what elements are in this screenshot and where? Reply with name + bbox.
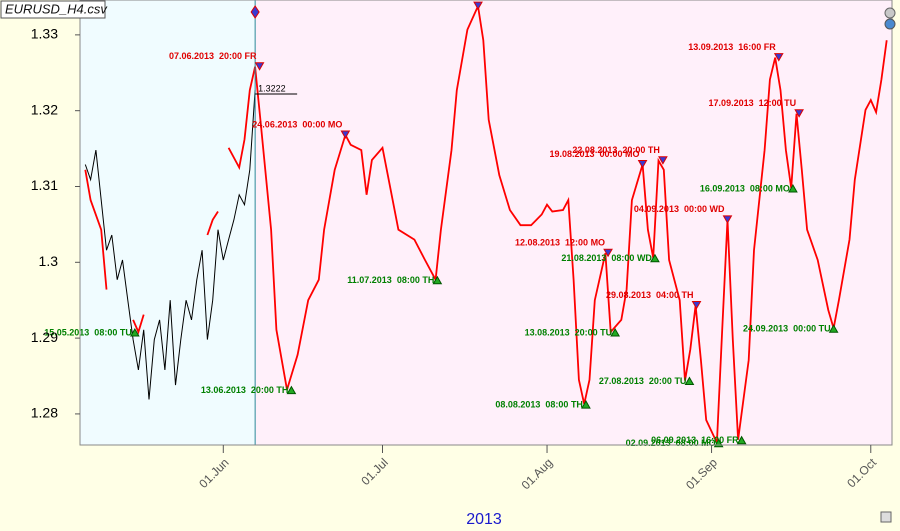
trough-label: 16.09.2013 08:00 MO [700,183,790,193]
peak-label: 13.09.2013 16:00 FR [688,42,776,52]
trough-label: 08.08.2013 08:00 TH [495,399,583,409]
x-axis-label: 2013 [466,511,502,528]
trough-marker [684,376,695,386]
trough-label: 11.07.2013 08:00 TH [347,275,434,285]
plot-border [79,0,893,446]
peak-marker [340,130,351,139]
trough-marker [788,183,798,193]
peak-label: 12.08.2013 12:00 MO [515,238,605,248]
trough-label: 02.09.2013 08:00 MO [626,438,716,448]
peak-label: 22.08.2013 20:00 TH [572,145,660,155]
y-tick-label: 1.3 [39,253,59,269]
peak-marker [637,160,648,169]
peak-label: 19.08.2013 00:00 MO [549,149,639,159]
trough-label: 27.08.2013 20:00 TU [599,376,687,386]
trough-marker [581,400,591,409]
peak-marker [658,156,668,165]
trough-marker [650,253,660,263]
globe-icon[interactable] [884,18,896,30]
peak-marker [691,301,702,310]
trough-label: 15.05.2013 08:00 TU [44,327,132,337]
y-tick-label: 1.29 [31,329,58,345]
resize-icon[interactable] [880,511,892,523]
trough-marker [736,435,747,445]
trough-marker [828,324,839,333]
peak-label: 04.09.2013 00:00 WD [634,204,725,214]
trough-label: 13.06.2013 20:00 TH [201,385,289,395]
peak-marker [794,109,804,118]
peak-marker [473,1,483,11]
title-box [0,0,106,19]
trough-label: 06.09.2013 16:00 FR [651,435,739,445]
plot: 1.3222 07.06.2013 20:00 FR 24.06.2013 00:0… [44,0,888,448]
trough-marker [129,328,140,337]
zoom-icon[interactable] [884,7,896,19]
peak-label: 17.09.2013 12:00 TU [709,98,797,108]
price-line [84,90,256,400]
peak-marker [254,62,265,71]
peak-label: 24.06.2013 00:00 MO [252,119,342,129]
trough-label: 21.08.2013 08:00 WD [561,253,652,263]
trough-marker [432,275,443,285]
cursor-handle [250,5,260,19]
history-area [80,0,256,445]
trough-label: 24.09.2013 00:00 TU [743,324,831,334]
peak-marker [603,248,613,258]
trough-marker [286,385,297,395]
price-line [84,2,888,444]
trough-label: 13.08.2013 20:00 TU [525,327,613,337]
cursor-price: 1.3222 [258,83,286,93]
peak-marker [773,53,784,62]
y-tick-label: 1.32 [31,101,58,117]
y-tick-label: 1.28 [31,405,58,421]
forecast-area [255,0,892,445]
peak-label: 29.08.2013 04:00 TH [606,290,694,300]
chart-title: EURUSD_H4.csv [5,1,108,16]
trough-marker [610,328,621,337]
y-tick-label: 1.31 [31,177,58,193]
peak-label: 07.06.2013 20:00 FR [169,51,257,61]
y-tick-label: 1.33 [31,26,58,42]
peak-marker [722,215,733,224]
